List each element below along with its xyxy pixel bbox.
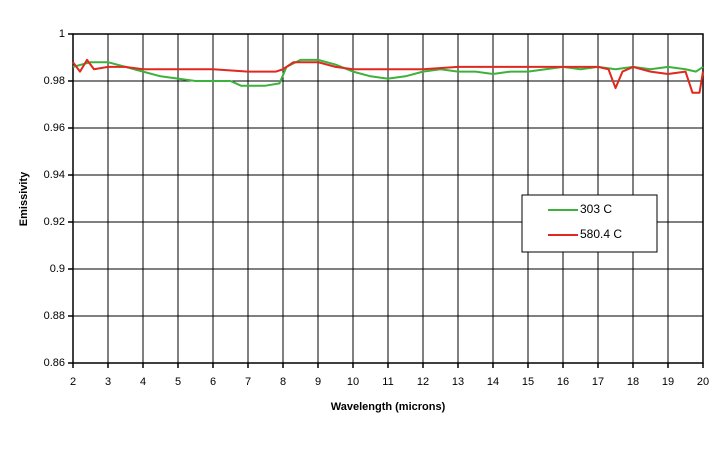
x-tick-label: 7 xyxy=(245,376,251,388)
x-tick-label: 10 xyxy=(347,376,359,388)
y-tick-label: 0.9 xyxy=(50,263,65,275)
x-tick-label: 11 xyxy=(382,376,393,388)
y-tick-label: 0.88 xyxy=(44,310,65,322)
x-tick-label: 9 xyxy=(315,376,321,388)
x-tick-label: 8 xyxy=(280,376,286,388)
x-tick-label: 16 xyxy=(557,376,569,388)
x-tick-label: 18 xyxy=(627,376,639,388)
x-tick-label: 15 xyxy=(522,376,534,388)
y-tick-label: 0.92 xyxy=(44,216,65,228)
y-tick-label: 1 xyxy=(59,28,65,40)
x-tick-label: 3 xyxy=(105,376,111,388)
data-line xyxy=(72,58,704,87)
x-tick-label: 6 xyxy=(210,376,216,388)
legend-box xyxy=(521,194,658,253)
legend-label: 303 C xyxy=(580,202,612,216)
y-tick-label: 0.94 xyxy=(44,169,65,181)
x-tick-label: 4 xyxy=(140,376,146,388)
x-tick-label: 13 xyxy=(452,376,464,388)
legend-label: 580.4 C xyxy=(580,227,622,241)
x-tick-label: 17 xyxy=(592,376,604,388)
y-axis-title: Emissivity xyxy=(18,171,30,226)
x-tick-label: 2 xyxy=(70,376,76,388)
x-axis-title: Wavelength (microns) xyxy=(331,401,446,413)
y-tick-label: 0.86 xyxy=(44,357,65,369)
x-tick-label: 20 xyxy=(697,376,709,388)
x-tick-label: 12 xyxy=(417,376,429,388)
y-tick-label: 0.98 xyxy=(44,75,65,87)
plot-border xyxy=(72,33,704,364)
x-tick-label: 5 xyxy=(175,376,181,388)
x-tick-label: 14 xyxy=(487,376,499,388)
data-line xyxy=(72,58,704,94)
x-tick-label: 19 xyxy=(662,376,674,388)
y-tick-label: 0.96 xyxy=(44,122,65,134)
